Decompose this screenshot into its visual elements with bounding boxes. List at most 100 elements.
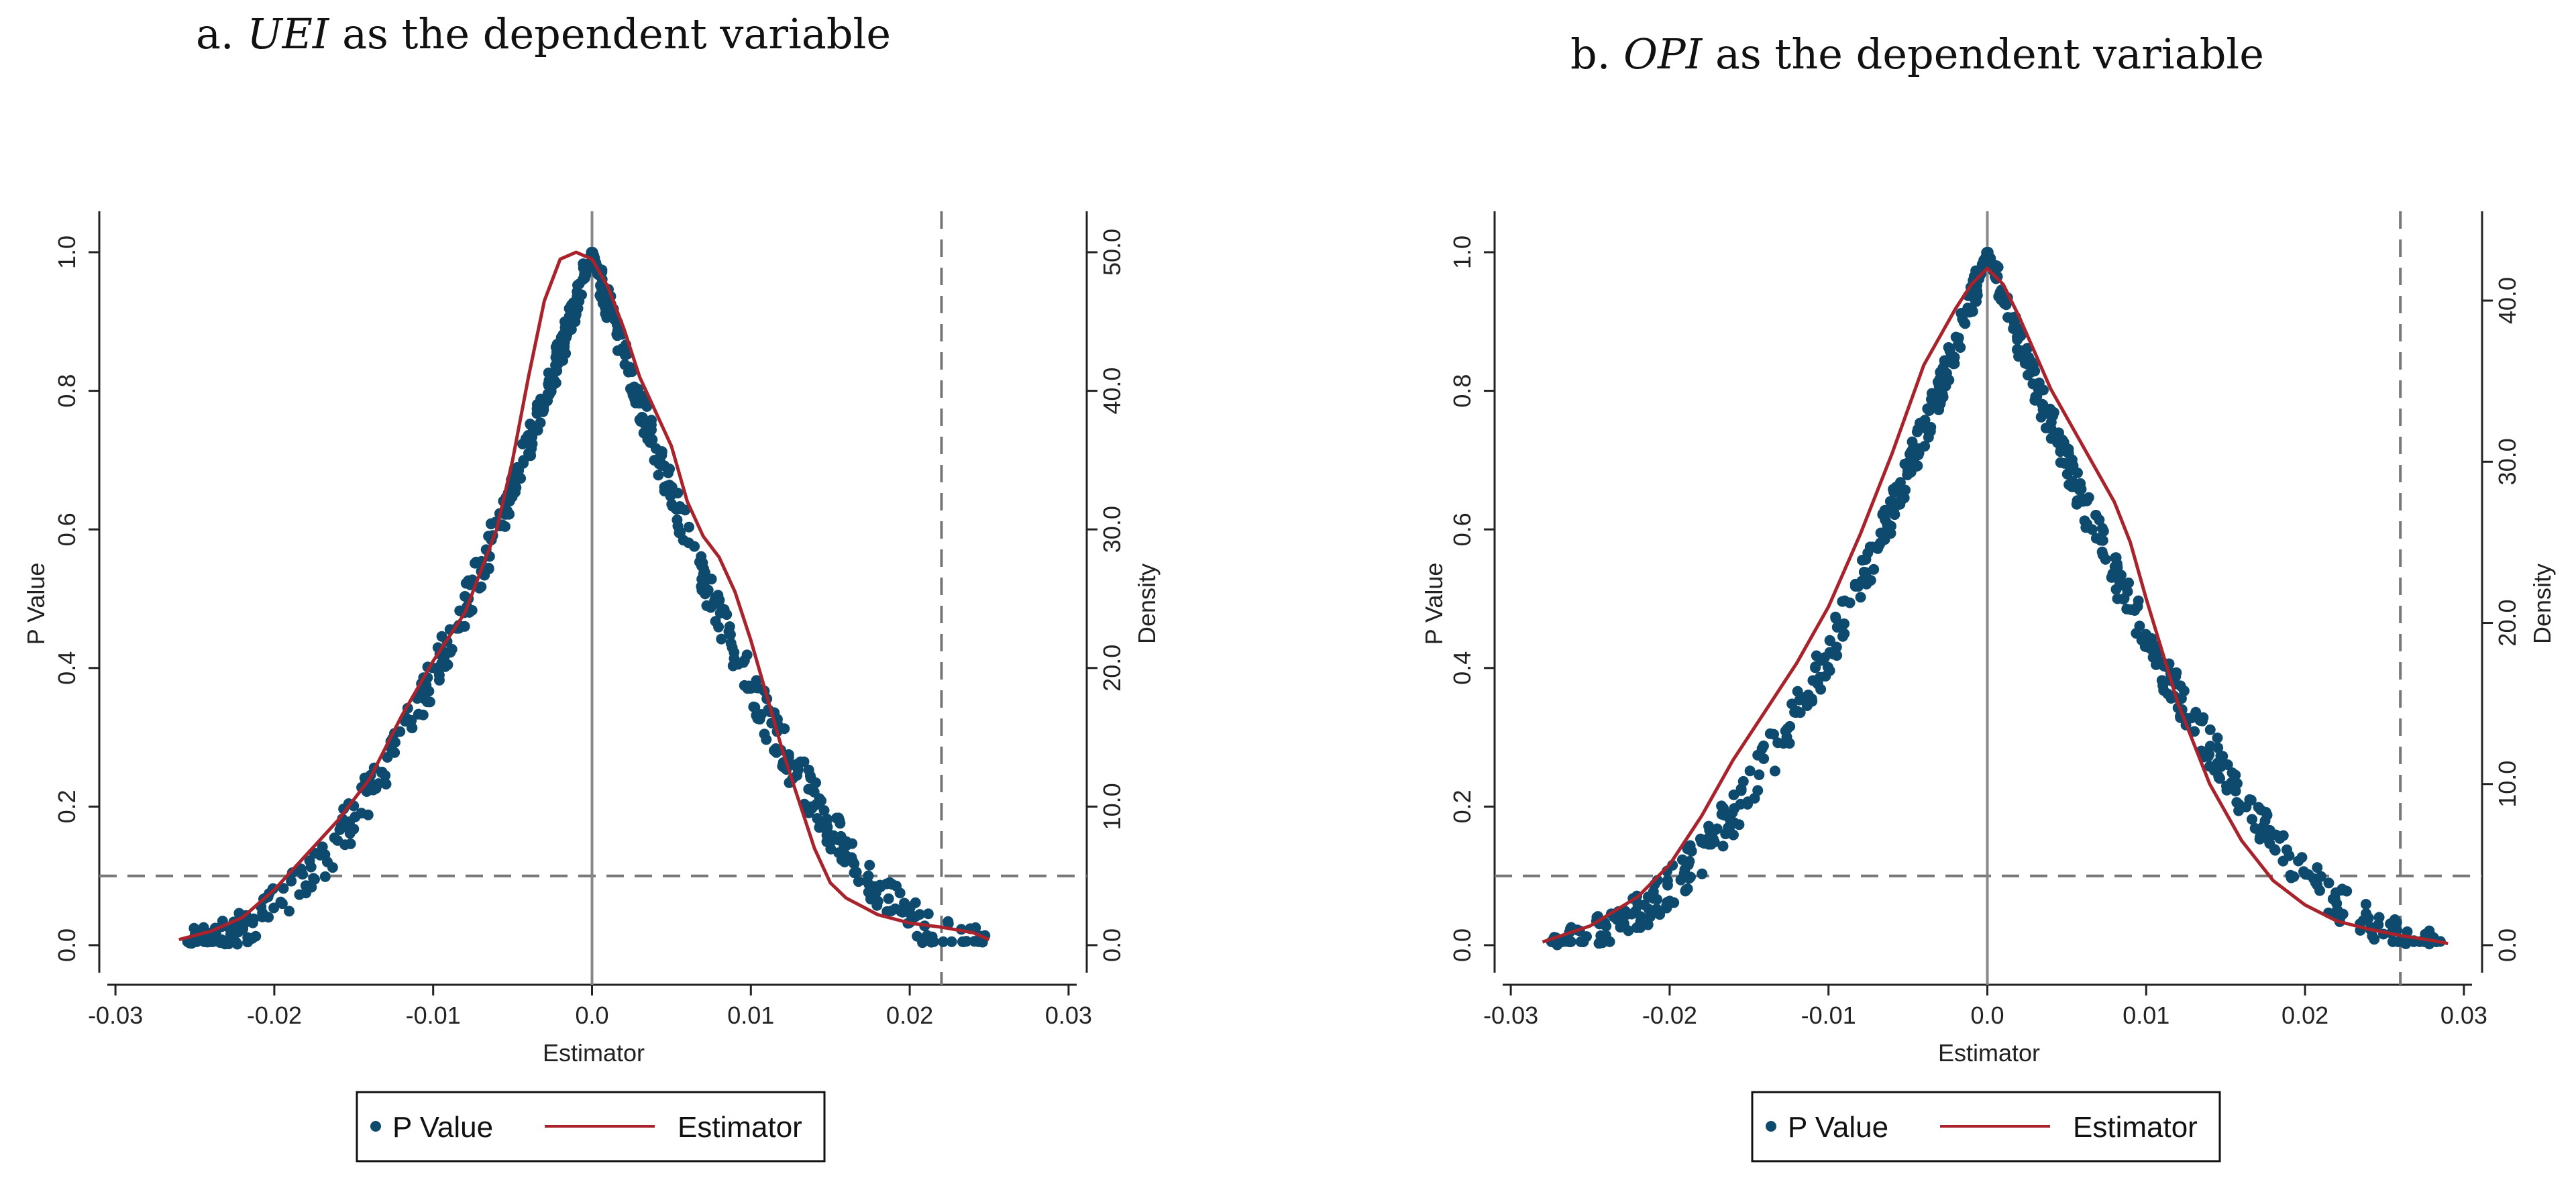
pvalue-point — [616, 343, 628, 354]
pvalue-point — [2111, 560, 2123, 572]
pvalue-point — [199, 936, 210, 947]
pvalue-point — [724, 621, 735, 633]
y-tick-label: 0.8 — [53, 374, 80, 408]
pvalue-point — [1980, 252, 1992, 263]
pvalue-point — [1803, 689, 1814, 700]
pvalue-point — [382, 751, 393, 763]
pvalue-point — [319, 871, 331, 882]
pvalue-point — [1744, 765, 1756, 777]
legend-pvalue-label: P Value — [392, 1111, 493, 1144]
x-tick-label: 0.01 — [727, 1002, 774, 1029]
pvalue-point — [710, 616, 721, 627]
pvalue-point — [803, 784, 814, 795]
pvalue-point — [572, 280, 583, 291]
pvalue-point — [1648, 893, 1659, 904]
pvalue-point — [258, 910, 270, 921]
pvalue-point — [716, 633, 727, 645]
pvalue-point — [294, 889, 305, 900]
pvalue-point — [2147, 651, 2159, 663]
pvalue-point — [1865, 575, 1876, 586]
pvalue-point — [518, 455, 529, 466]
pvalue-point — [834, 815, 845, 826]
pvalue-point — [1752, 785, 1764, 796]
pvalue-point — [286, 875, 297, 887]
pvalue-point — [891, 880, 902, 892]
pvalue-point — [1644, 904, 1655, 915]
y-tick-label: 1.0 — [53, 235, 80, 269]
panel-b-xlabel: Estimator — [1938, 1039, 2040, 1067]
pvalue-point — [2190, 706, 2202, 718]
pvalue-point — [2123, 577, 2135, 588]
panel-a-title: a. UEI as the dependent variable — [196, 9, 891, 58]
x-tick-label: 0.01 — [2123, 1002, 2169, 1029]
pvalue-point — [1662, 875, 1673, 886]
pvalue-point — [2244, 794, 2255, 806]
pvalue-point — [317, 841, 328, 853]
pvalue-point — [922, 934, 934, 946]
pvalue-point — [579, 269, 590, 280]
pvalue-point — [2316, 871, 2327, 882]
y-tick-label: 0.0 — [1448, 928, 1476, 962]
pvalue-point — [2027, 378, 2039, 390]
pvalue-point — [1727, 829, 1739, 841]
pvalue-point — [2385, 918, 2396, 930]
pvalue-point — [284, 906, 295, 917]
pvalue-point — [2061, 458, 2073, 470]
pvalue-point — [2293, 855, 2304, 867]
pvalue-point — [656, 449, 667, 461]
pvalue-point — [1565, 936, 1576, 947]
pvalue-point — [628, 382, 639, 394]
pvalue-point — [421, 680, 432, 691]
pvalue-point — [847, 855, 858, 867]
pvalue-point — [525, 419, 536, 431]
pvalue-point — [2230, 769, 2241, 781]
pvalue-point — [1754, 769, 1765, 780]
panel-b-ylabel: P Value — [1420, 563, 1448, 645]
x-tick-label: 0.03 — [2440, 1002, 2487, 1029]
pvalue-point — [1703, 820, 1715, 832]
pvalue-point — [1885, 528, 1896, 539]
pvalue-point — [739, 680, 750, 691]
estimator-density-curve — [1542, 266, 2449, 946]
pvalue-point — [2012, 334, 2023, 345]
pvalue-point — [1737, 775, 1749, 787]
pvalue-point — [569, 308, 580, 319]
x-tick-label: 0.02 — [2282, 1002, 2328, 1029]
pvalue-point — [2121, 603, 2133, 614]
pvalue-point — [1792, 686, 1803, 697]
pvalue-point — [470, 556, 482, 568]
pvalue-point — [1626, 908, 1638, 920]
x-tick-label: 0.0 — [1970, 1002, 2004, 1029]
y-tick-label: 0.4 — [1448, 651, 1476, 685]
pvalue-point — [1894, 498, 1906, 510]
pvalue-point — [864, 859, 875, 871]
pvalue-point — [1733, 819, 1745, 830]
y-tick-label: 1.0 — [1448, 235, 1476, 269]
pvalue-point — [1858, 566, 1870, 578]
pvalue-point — [718, 604, 730, 615]
pvalue-point — [2257, 821, 2269, 832]
pvalue-point — [2261, 810, 2273, 821]
pvalue-point — [551, 346, 562, 358]
pvalue-point — [2373, 912, 2385, 923]
panel-b-title: b. OPI as the dependent variable — [1570, 30, 2264, 78]
pvalue-point — [1728, 789, 1739, 800]
pvalue-point — [1711, 823, 1723, 834]
pvalue-point — [219, 938, 231, 950]
y2-tick-label: 0.0 — [2493, 928, 2521, 962]
legend-estimator-label: Estimator — [678, 1111, 802, 1144]
pvalue-point — [1768, 729, 1780, 740]
pvalue-point — [278, 883, 289, 894]
pvalue-point — [413, 708, 424, 720]
pvalue-point — [761, 734, 772, 745]
pvalue-point — [2314, 885, 2326, 896]
x-tick-label: -0.02 — [247, 1002, 302, 1029]
pvalue-point — [1884, 506, 1895, 517]
pvalue-point — [2080, 522, 2092, 533]
pvalue-point — [598, 289, 609, 301]
pvalue-point — [1705, 830, 1717, 842]
pvalue-point — [233, 926, 244, 938]
pvalue-point — [2061, 468, 2073, 480]
pvalue-point — [297, 869, 309, 880]
pvalue-point — [748, 701, 759, 712]
